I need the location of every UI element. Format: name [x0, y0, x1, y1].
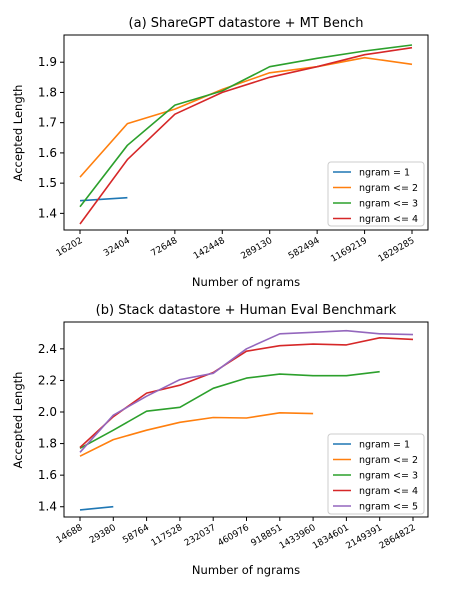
y-tick-label: 1.9 — [38, 55, 57, 69]
x-tick-label: 32404 — [102, 236, 132, 259]
chart-panel-a: (a) ShareGPT datastore + MT Bench 1.4 1.5… — [11, 16, 429, 289]
x-tick-label: 289130 — [239, 236, 274, 262]
y-tick-label: 1.6 — [38, 146, 57, 160]
y-tick-label: 1.8 — [38, 437, 57, 451]
y-axis-label-b: Accepted Length — [11, 372, 25, 469]
legend-b: ngram = 1 ngram <= 2 ngram <= 3 ngram <= 4 n… — [327, 433, 425, 515]
series-line-1 — [79, 196, 128, 202]
x-tick-label: 2149391 — [344, 523, 384, 552]
legend-a: ngram = 1 ngram <= 2 ngram <= 3 ngram <= 4 — [327, 161, 425, 227]
legend-label: ngram = 1 — [359, 440, 410, 451]
x-tick-label: 582494 — [287, 236, 322, 262]
legend-label: ngram <= 2 — [359, 183, 418, 194]
x-tick-label: 29380 — [88, 523, 118, 546]
x-tick-label: 1834601 — [311, 523, 351, 552]
y-tick-label: 2.2 — [38, 373, 57, 387]
x-tick-label: 14688 — [55, 523, 85, 546]
series-line-2 — [79, 411, 314, 457]
y-tick-label: 1.5 — [38, 176, 57, 190]
y-tick-label: 1.7 — [38, 116, 57, 130]
y-ticks-b: 1.4 1.6 1.8 2.0 2.2 2.4 — [38, 342, 64, 514]
y-tick-label: 1.8 — [38, 85, 57, 99]
legend-label: ngram <= 4 — [359, 486, 418, 497]
x-tick-label: 232037 — [183, 523, 218, 549]
x-tick-label: 1829285 — [377, 236, 417, 265]
x-tick-label: 142448 — [192, 236, 227, 262]
series-line-4 — [79, 46, 413, 225]
x-ticks-a: 16202 32404 72648 142448 289130 582494 1169219… — [55, 230, 417, 265]
x-tick-label: 16202 — [55, 236, 85, 259]
y-axis-label-a: Accepted Length — [11, 85, 25, 182]
legend-label: ngram <= 4 — [359, 214, 418, 225]
legend-label: ngram <= 3 — [359, 199, 418, 210]
y-tick-label: 1.4 — [38, 206, 57, 220]
x-axis-label-b: Number of ngrams — [192, 563, 300, 577]
y-tick-label: 1.6 — [38, 468, 57, 482]
legend-label: ngram <= 2 — [359, 455, 418, 466]
chart-title-b: (b) Stack datastore + Human Eval Benchma… — [96, 303, 397, 318]
series-lines-a — [79, 44, 413, 225]
y-tick-label: 2.4 — [38, 342, 57, 356]
legend-box — [327, 161, 425, 227]
series-line-3 — [79, 44, 413, 208]
series-line-3 — [79, 370, 380, 450]
legend-box — [327, 433, 425, 515]
plot-frame-a — [63, 34, 429, 231]
x-tick-label: 2864822 — [378, 523, 418, 552]
y-ticks-a: 1.4 1.5 1.6 1.7 1.8 1.9 — [38, 55, 64, 220]
legend-label: ngram = 1 — [359, 168, 410, 179]
x-ticks-b: 14688 29380 587641175282320374609769188511… — [55, 517, 418, 552]
series-lines-b — [79, 329, 414, 511]
legend-label: ngram <= 3 — [359, 471, 418, 482]
series-line-1 — [79, 505, 114, 511]
chart-title-a: (a) ShareGPT datastore + MT Bench — [129, 16, 364, 31]
series-line-4 — [79, 336, 414, 449]
x-tick-label: 1433960 — [278, 523, 318, 552]
legend-label: ngram <= 5 — [359, 502, 418, 513]
y-tick-label: 2.0 — [38, 405, 57, 419]
series-line-2 — [79, 56, 413, 178]
series-line-5 — [79, 329, 414, 453]
y-tick-label: 1.4 — [38, 500, 57, 514]
x-tick-label: 117528 — [150, 523, 185, 549]
x-axis-label-a: Number of ngrams — [192, 275, 300, 289]
x-tick-label: 72648 — [150, 236, 180, 259]
x-tick-label: 1169219 — [329, 236, 369, 265]
x-tick-label: 58764 — [121, 523, 151, 546]
chart-panel-b: (b) Stack datastore + Human Eval Benchma… — [11, 303, 429, 577]
x-tick-label: 460976 — [216, 523, 251, 549]
plot-frame-b — [63, 321, 429, 518]
